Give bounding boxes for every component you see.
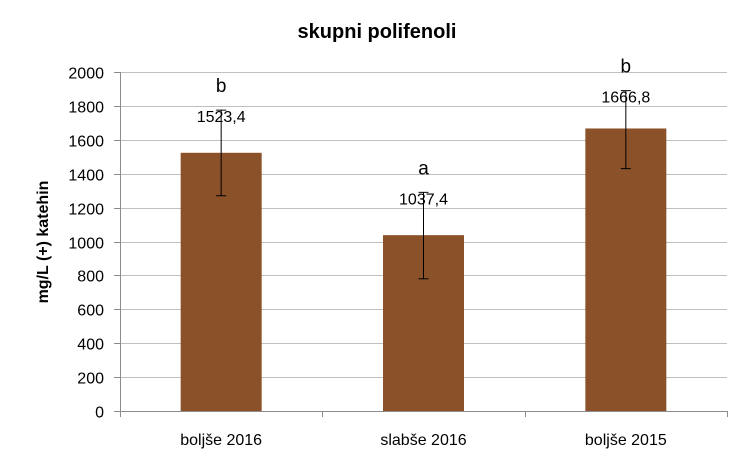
y-tick-label: 1400 (68, 168, 104, 185)
chart-title: skupni polifenoli (298, 21, 457, 43)
x-tick-label: slabše 2016 (380, 432, 466, 449)
significance-letter: b (621, 57, 632, 78)
bar (585, 128, 667, 411)
y-tick-labels: 0 200 400 600 800 1000 1200 1400 1600 1800 2000 (68, 66, 104, 422)
y-tick-label: 1800 (68, 100, 104, 117)
y-tick-label: 0 (95, 405, 104, 422)
y-tick-label: 600 (77, 303, 104, 320)
bars (180, 128, 667, 412)
y-tick-label: 400 (77, 337, 104, 354)
significance-letters: b a b (216, 57, 631, 180)
y-tick-label: 800 (77, 269, 104, 286)
significance-letter: a (418, 158, 429, 179)
data-labels: 1523,4 1037,4 1666,8 (197, 90, 651, 209)
y-tick-label: 1200 (68, 202, 104, 219)
data-label: 1037,4 (399, 191, 448, 208)
y-tick-label: 2000 (68, 66, 104, 83)
y-tick-label: 1000 (68, 236, 104, 253)
x-tick-labels: boljše 2016 slabše 2016 boljše 2015 (180, 432, 667, 449)
error-bars (216, 90, 631, 280)
x-tick-label: boljše 2015 (585, 432, 667, 449)
data-label: 1666,8 (601, 90, 650, 107)
significance-letter: b (216, 76, 227, 97)
data-label: 1523,4 (197, 109, 246, 126)
y-tick-label: 200 (77, 371, 104, 388)
y-tick-label: 1600 (68, 134, 104, 151)
x-tick-label: boljše 2016 (180, 432, 262, 449)
y-axis-label: mg/L (+) katehin (35, 181, 52, 304)
axes (120, 72, 728, 417)
